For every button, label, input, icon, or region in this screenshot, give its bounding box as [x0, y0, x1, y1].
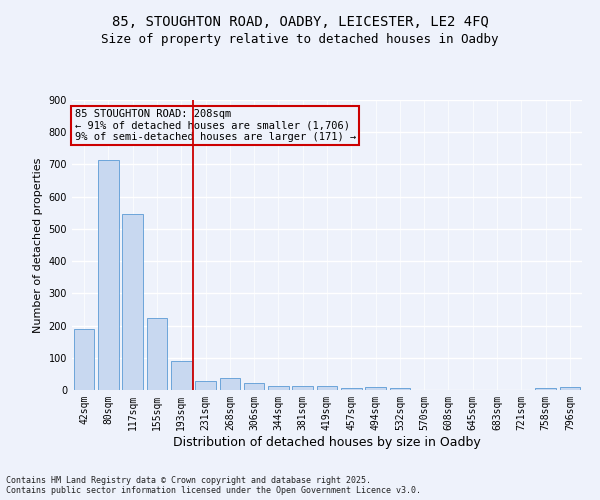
Bar — [171, 361, 191, 390]
Bar — [389, 388, 410, 390]
Bar — [220, 378, 240, 390]
X-axis label: Distribution of detached houses by size in Oadby: Distribution of detached houses by size … — [173, 436, 481, 448]
Text: 85 STOUGHTON ROAD: 208sqm
← 91% of detached houses are smaller (1,706)
9% of sem: 85 STOUGHTON ROAD: 208sqm ← 91% of detac… — [74, 108, 356, 142]
Bar — [122, 214, 143, 390]
Text: Contains HM Land Registry data © Crown copyright and database right 2025.
Contai: Contains HM Land Registry data © Crown c… — [6, 476, 421, 495]
Bar — [268, 386, 289, 390]
Bar — [98, 160, 119, 390]
Bar — [146, 318, 167, 390]
Bar — [535, 388, 556, 390]
Bar — [317, 386, 337, 390]
Bar — [560, 387, 580, 390]
Bar — [365, 387, 386, 390]
Bar — [74, 329, 94, 390]
Bar — [292, 386, 313, 390]
Bar — [195, 382, 216, 390]
Bar — [244, 383, 265, 390]
Text: Size of property relative to detached houses in Oadby: Size of property relative to detached ho… — [101, 32, 499, 46]
Y-axis label: Number of detached properties: Number of detached properties — [33, 158, 43, 332]
Bar — [341, 388, 362, 390]
Text: 85, STOUGHTON ROAD, OADBY, LEICESTER, LE2 4FQ: 85, STOUGHTON ROAD, OADBY, LEICESTER, LE… — [112, 15, 488, 29]
